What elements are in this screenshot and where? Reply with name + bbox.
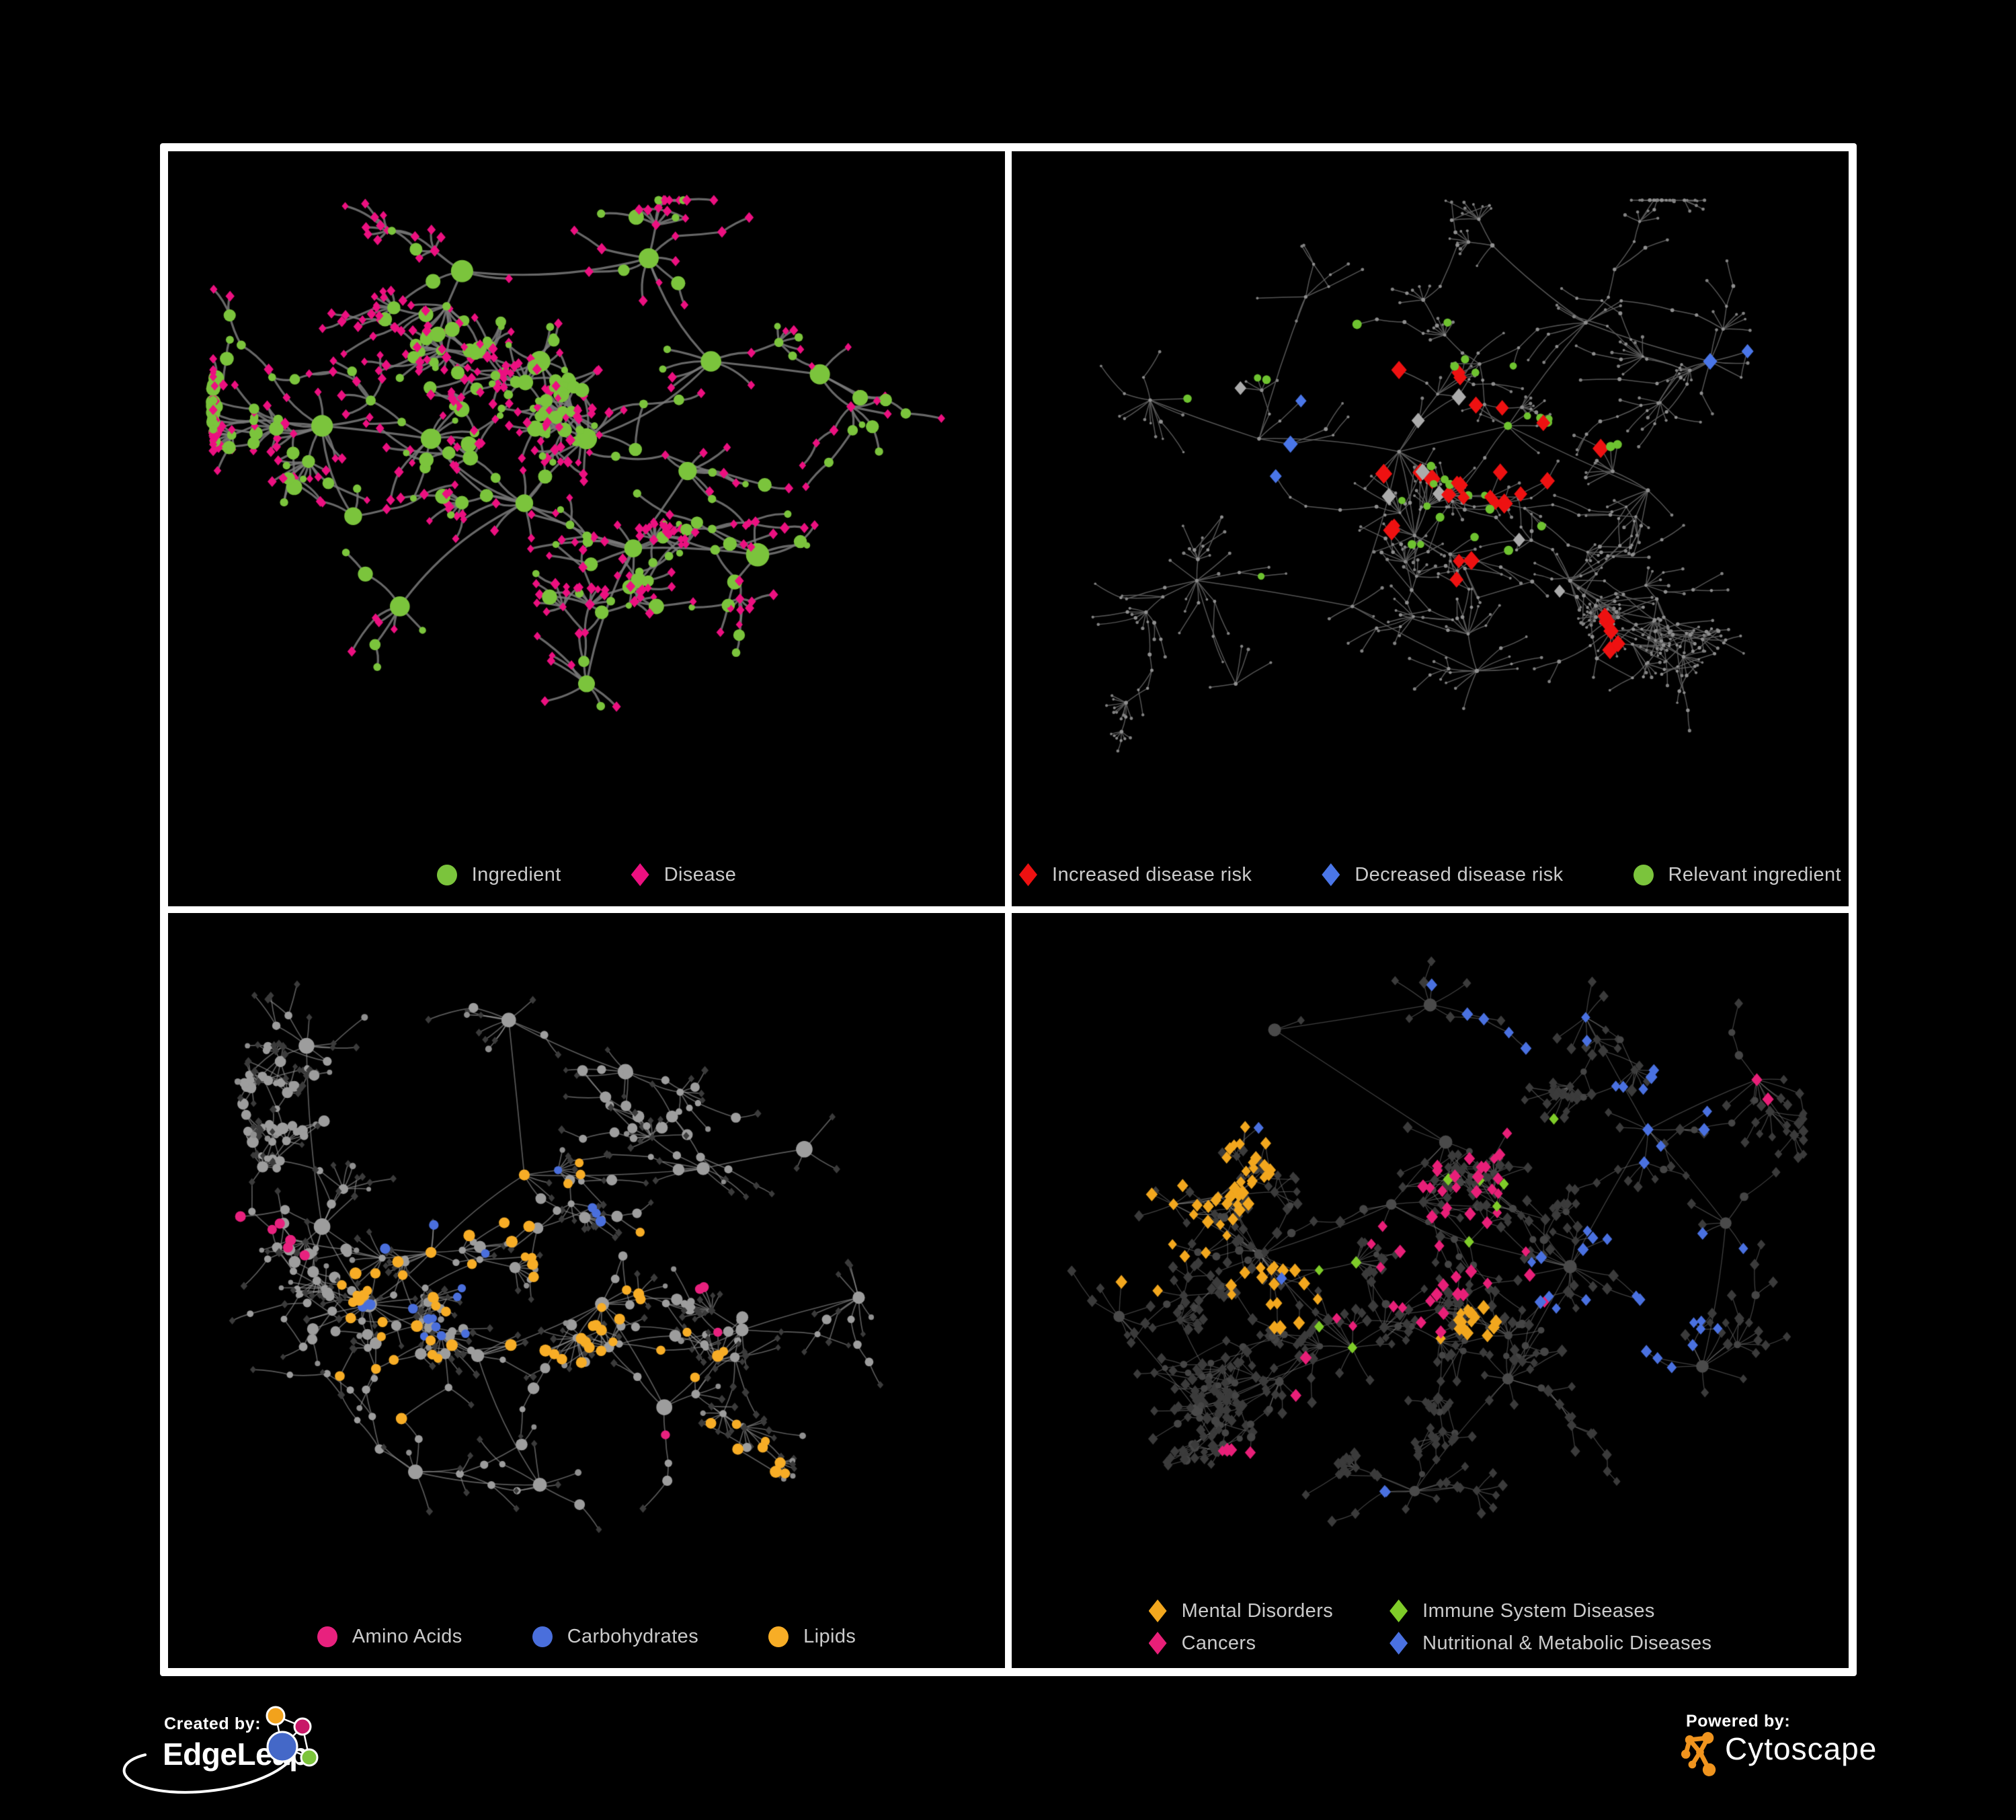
legend-item: Amino Acids	[317, 1626, 462, 1648]
diamond-swatch-icon	[1389, 1632, 1408, 1655]
legend-item: Lipids	[768, 1626, 856, 1648]
legend-label: Immune System Diseases	[1422, 1599, 1655, 1622]
legend-label: Carbohydrates	[567, 1626, 699, 1647]
created-by-label: Created by:	[164, 1714, 261, 1733]
cytoscape-logo-nodes	[1681, 1732, 1716, 1776]
legend-disease-categories: Mental Disorders Immune System Diseases Ca…	[1012, 1595, 1849, 1668]
edgeleap-logo-icon	[266, 1706, 319, 1767]
powered-by-label: Powered by:	[1686, 1712, 1791, 1731]
panel-disease-categories: Mental Disorders Immune System Diseases Ca…	[1012, 913, 1849, 1668]
legend-label: Relevant ingredient	[1668, 863, 1842, 885]
cytoscape-logo-icon	[1681, 1732, 1716, 1776]
circle-swatch-icon	[1633, 864, 1654, 885]
legend-nutrient-classes: Amino Acids Carbohydrates Lipids	[168, 1618, 1005, 1668]
legend-label: Mental Disorders	[1181, 1599, 1334, 1622]
legend-item: Nutritional & Metabolic Diseases	[1389, 1632, 1711, 1655]
legend-item: Disease	[631, 863, 737, 886]
diamond-swatch-icon	[1148, 1599, 1167, 1622]
legend-item: Ingredient	[436, 863, 561, 886]
diamond-swatch-icon	[1389, 1599, 1408, 1622]
edgeleap-swoosh-icon	[122, 1753, 292, 1794]
legend-item: Mental Disorders	[1148, 1599, 1334, 1622]
legend-disease-risk: Increased disease risk Decreased disease …	[1012, 855, 1849, 906]
legend-item: Increased disease risk	[1018, 863, 1252, 886]
network-canvas-nutrient-classes	[168, 913, 1005, 1618]
circle-swatch-icon	[768, 1626, 789, 1647]
legend-item: Relevant ingredient	[1633, 863, 1842, 886]
panel-grid: Ingredient Disease Increased disease risk…	[160, 143, 1857, 1676]
legend-label: Decreased disease risk	[1355, 863, 1564, 885]
legend-item: Decreased disease risk	[1322, 863, 1563, 886]
diamond-swatch-icon	[1148, 1632, 1167, 1655]
legend-label: Disease	[663, 863, 737, 885]
network-canvas-ingredient-disease	[168, 151, 1005, 855]
network-canvas-disease-categories	[1012, 913, 1849, 1595]
legend-label: Ingredient	[471, 863, 561, 885]
legend-item: Cancers	[1148, 1632, 1334, 1655]
legend-label: Lipids	[803, 1626, 856, 1647]
circle-swatch-icon	[436, 864, 457, 885]
diamond-swatch-icon	[1018, 863, 1037, 886]
legend-ingredient-disease: Ingredient Disease	[168, 855, 1005, 906]
diamond-swatch-icon	[631, 863, 649, 886]
panel-nutrient-classes: Amino Acids Carbohydrates Lipids	[168, 913, 1005, 1668]
panel-disease-risk: Increased disease risk Decreased disease …	[1012, 151, 1849, 906]
circle-swatch-icon	[532, 1626, 553, 1647]
legend-item: Immune System Diseases	[1389, 1599, 1711, 1622]
cytoscape-brand-block: Powered by: Cytoscape	[1679, 1712, 1962, 1792]
diamond-swatch-icon	[1322, 863, 1340, 886]
legend-label: Increased disease risk	[1051, 863, 1252, 885]
circle-swatch-icon	[317, 1626, 337, 1647]
legend-label: Nutritional & Metabolic Diseases	[1422, 1632, 1712, 1654]
legend-label: Amino Acids	[352, 1626, 462, 1647]
cytoscape-wordmark: Cytoscape	[1725, 1731, 1878, 1766]
edgeleap-brand-block: Created by: EdgeLeap	[122, 1706, 442, 1817]
network-canvas-disease-risk	[1012, 151, 1849, 855]
legend-item: Carbohydrates	[532, 1626, 698, 1648]
panel-ingredient-disease: Ingredient Disease	[168, 151, 1005, 906]
legend-label: Cancers	[1181, 1632, 1256, 1654]
